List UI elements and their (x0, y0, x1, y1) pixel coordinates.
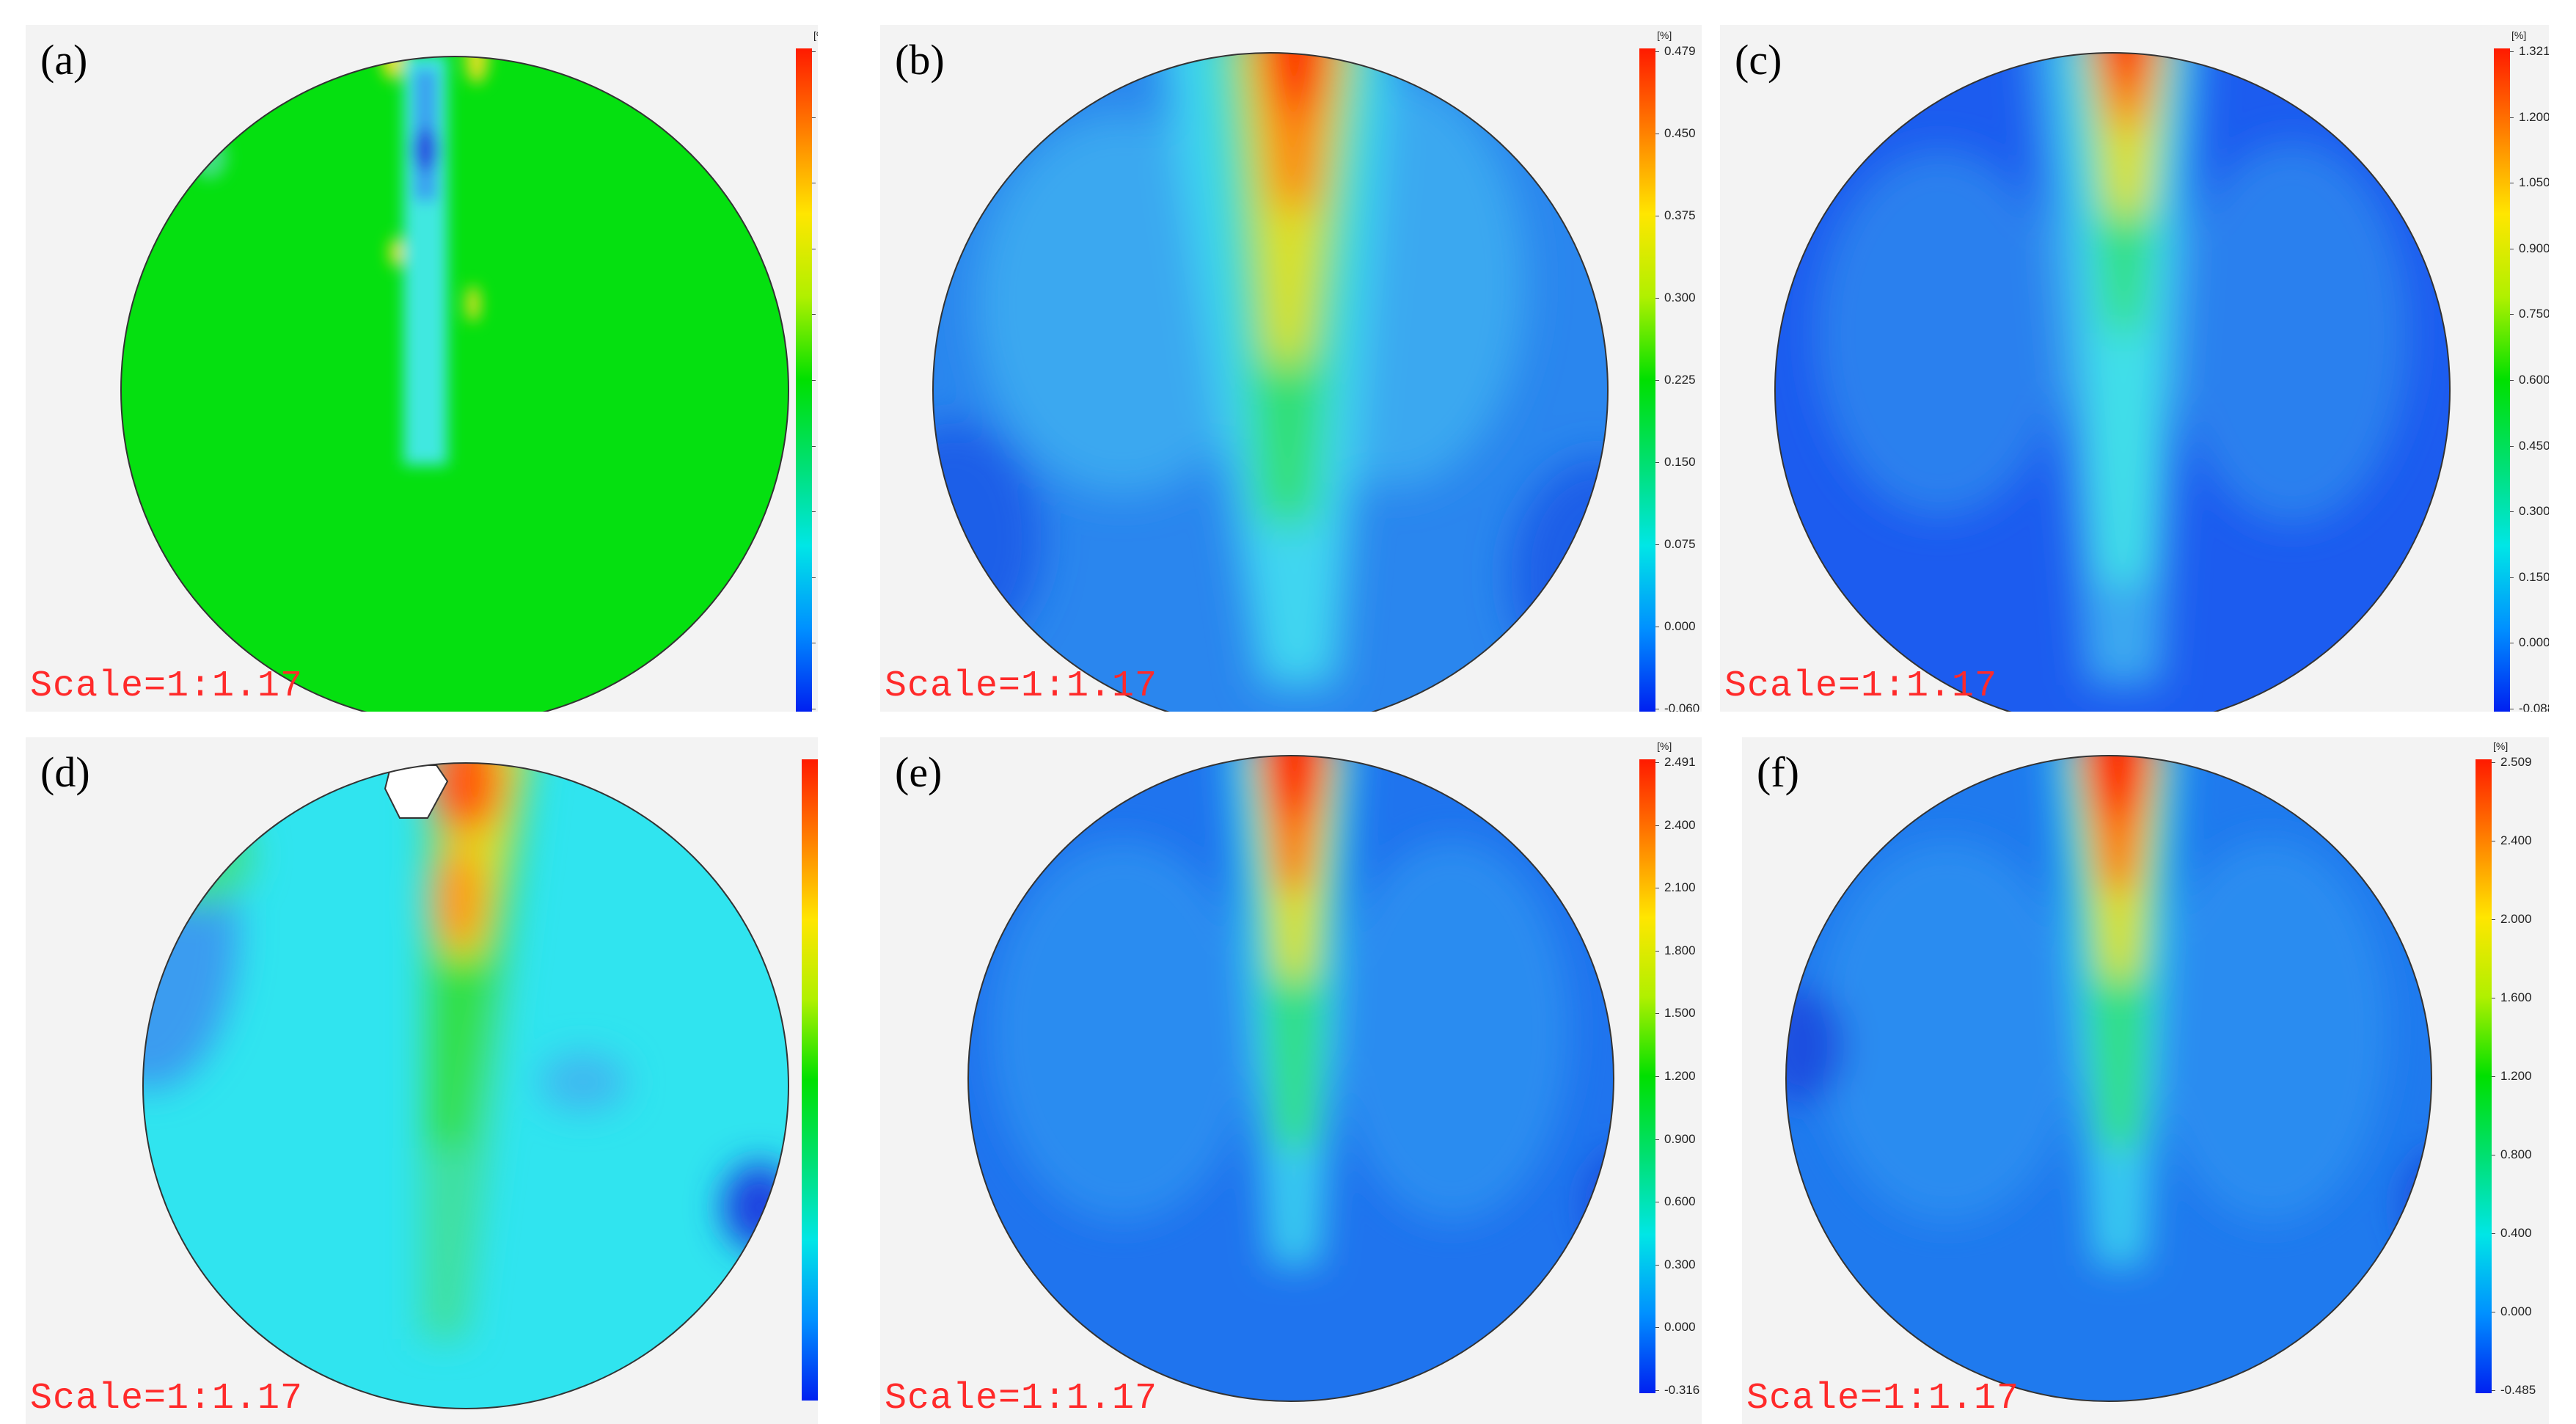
colorbar-tick-label: 1.050 (2519, 175, 2549, 190)
panel-f: (f) Scale=1:1.17 [%] 2.509 2.400 2.000 1.60… (1742, 737, 2549, 1424)
colorbar-tick-label: 0.400 (2500, 1226, 2532, 1240)
colorbar-tick-label: 0.000 (2519, 635, 2549, 650)
colorbar-tick-label: 0.075 (1664, 537, 1696, 551)
colorbar-tick-label: -0.316 (1664, 1383, 1700, 1397)
scale-text: Scale=1:1.17 (885, 1378, 1158, 1420)
panel-c: (c) Scale=1:1.17 [%] 1.321 1.200 1.050 0.90… (1720, 25, 2549, 712)
strain-field-f (1785, 755, 2432, 1402)
strain-field-c (1774, 52, 2451, 712)
colorbar-tick-label: 0.450 (2519, 438, 2549, 453)
colorbar-tick-label: 0.375 (1664, 208, 1696, 222)
colorbar-tick-label: 0.750 (2519, 307, 2549, 321)
colorbar-tick-label: 0.600 (1664, 1194, 1696, 1209)
strain-field-a (120, 56, 789, 712)
scale-text: Scale=1:1.17 (30, 665, 304, 707)
colorbar-tick-label: 0.479 (1664, 44, 1696, 58)
colorbar-tick-label: 0.300 (2519, 504, 2549, 519)
colorbar-tick-label: 0.900 (2519, 241, 2549, 255)
colorbar-tick-label: -0.060 (1664, 701, 1700, 712)
panel-d: (d) Scale=1:1.17 [%] 2.1121.8001.5001.20… (26, 737, 818, 1424)
panel-label: (e) (895, 748, 943, 796)
panel-label: (d) (40, 748, 90, 796)
colorbar-tick-label: 0.000 (1664, 1320, 1696, 1334)
colorbar-tick-label: 2.100 (1664, 880, 1696, 895)
colorbar-tick-label: 0.150 (1664, 455, 1696, 469)
colorbar-tick-label: 2.509 (2500, 755, 2532, 769)
colorbar-tick-label: 2.400 (1664, 817, 1696, 832)
colorbar-tick-label: 0.300 (1664, 1257, 1696, 1271)
colorbar-tick-label: 1.500 (1664, 1006, 1696, 1020)
unit-label: [%] (813, 29, 818, 41)
scale-text: Scale=1:1.17 (885, 665, 1158, 707)
panel-b: (b) Scale=1:1.17 [%] 0.479 0.450 0.375 0.30… (880, 25, 1702, 712)
colorbar-tick-label: -0.088 (2519, 701, 2549, 712)
scale-text: Scale=1:1.17 (1724, 665, 1998, 707)
colorbar-tick-label: 1.200 (1664, 1069, 1696, 1083)
colorbar-tick-label: 0.450 (1664, 126, 1696, 140)
colorbar-tick-label: 1.200 (2500, 1069, 2532, 1083)
panel-label: (a) (40, 36, 88, 84)
colorbar-tick-label: 0.800 (2500, 1147, 2532, 1161)
panel-label: (c) (1735, 36, 1782, 84)
panel-label: (f) (1757, 748, 1799, 796)
colorbar-tick-label: -0.485 (2500, 1383, 2536, 1397)
colorbar-tick-label: 1.321 (2519, 44, 2549, 58)
colorbar-tick-label: 1.800 (1664, 943, 1696, 957)
colorbar-tick-label: 2.000 (2500, 912, 2532, 926)
colorbar-tick-label: 0.600 (2519, 373, 2549, 387)
strain-field-b (932, 52, 1609, 712)
colorbar-tick-label: 0.150 (2519, 569, 2549, 584)
strain-field-e (967, 755, 1614, 1402)
panel-e: (e) Scale=1:1.17 [%] 2.491 2.400 2.100 1.80… (880, 737, 1702, 1424)
colorbar-tick-label: 2.491 (1664, 755, 1696, 769)
strain-field-d (142, 762, 789, 1409)
panel-a: (a) Scale=1:1.17 [%] 0.0030.0030.0020.00… (26, 25, 818, 712)
colorbar-tick-label: 1.200 (2519, 109, 2549, 124)
colorbar-tick-label: 0.000 (1664, 619, 1696, 633)
unit-label: [%] (1657, 740, 1672, 752)
scale-text: Scale=1:1.17 (1746, 1378, 2020, 1420)
colorbar-tick-label: 0.900 (1664, 1131, 1696, 1146)
colorbar-tick-label: 2.400 (2500, 833, 2532, 847)
unit-label: [%] (1657, 29, 1672, 41)
colorbar-tick-label: 0.000 (2500, 1304, 2532, 1318)
unit-label: [%] (2493, 740, 2509, 752)
colorbar-tick-label: 0.225 (1664, 373, 1696, 387)
scale-text: Scale=1:1.17 (30, 1378, 304, 1420)
colorbar-tick-label: 1.600 (2500, 990, 2532, 1004)
unit-label: [%] (2511, 29, 2527, 41)
colorbar-tick-label: 0.300 (1664, 291, 1696, 304)
panel-label: (b) (895, 36, 945, 84)
